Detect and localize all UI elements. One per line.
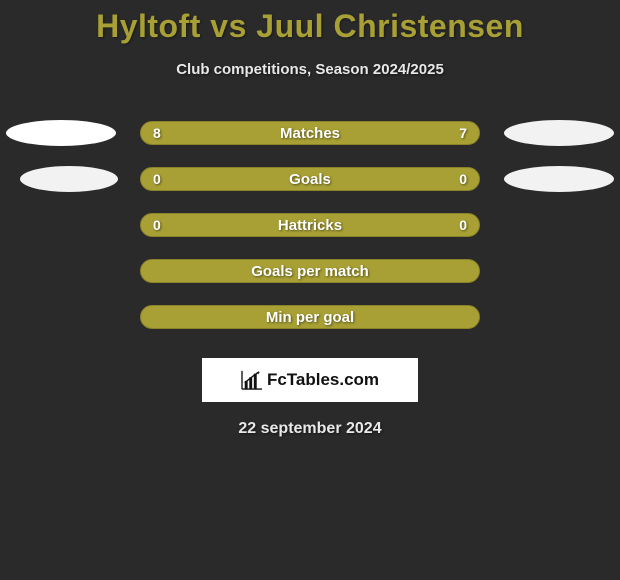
- stat-value-right: 0: [459, 217, 467, 233]
- stat-label: Min per goal: [141, 309, 479, 326]
- stat-bar: Goals per match: [140, 259, 480, 283]
- stat-row: Goals0 0: [0, 166, 620, 212]
- stat-bar: Min per goal: [140, 305, 480, 329]
- flag-ellipse-left: [6, 120, 116, 146]
- stat-row: Min per goal: [0, 304, 620, 350]
- stat-value-left: 0: [153, 217, 161, 233]
- flag-ellipse-left: [20, 166, 118, 192]
- stat-value-left: 8: [153, 125, 161, 141]
- stat-label: Goals per match: [141, 263, 479, 280]
- stat-rows: Matches87Goals00Hattricks00Goals per mat…: [0, 120, 620, 350]
- logo-text: FcTables.com: [267, 370, 379, 390]
- stat-value-left: 0: [153, 171, 161, 187]
- stat-value-right: 0: [459, 171, 467, 187]
- stat-label: Goals: [141, 171, 479, 188]
- stat-label: Hattricks: [141, 217, 479, 234]
- flag-ellipse-right: [504, 166, 614, 192]
- stat-row: Goals per match: [0, 258, 620, 304]
- stat-bar: Goals0 0: [140, 167, 480, 191]
- stat-value-right: 7: [459, 125, 467, 141]
- chart-icon: [241, 370, 263, 390]
- page-title: Hyltoft vs Juul Christensen: [0, 8, 620, 45]
- subtitle: Club competitions, Season 2024/2025: [0, 61, 620, 78]
- date-text: 22 september 2024: [0, 420, 620, 438]
- stat-label: Matches: [141, 125, 479, 142]
- stat-row: Hattricks0 0: [0, 212, 620, 258]
- logo-box[interactable]: FcTables.com: [202, 358, 418, 402]
- stat-bar: Matches8 7: [140, 121, 480, 145]
- stat-row: Matches8 7: [0, 120, 620, 166]
- flag-ellipse-right: [504, 120, 614, 146]
- stat-bar: Hattricks0 0: [140, 213, 480, 237]
